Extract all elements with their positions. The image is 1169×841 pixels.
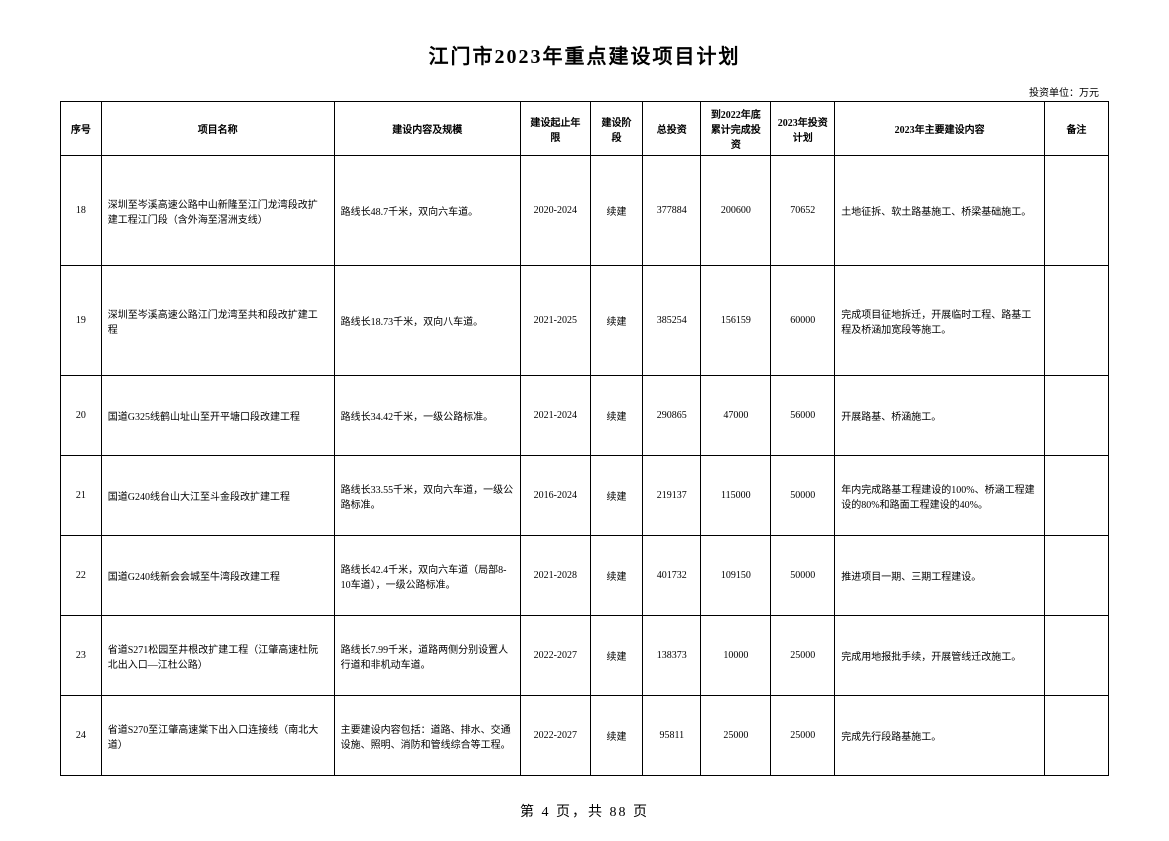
cell-content: 路线长7.99千米，道路两侧分别设置人行道和非机动车道。 — [334, 616, 520, 696]
header-remark: 备注 — [1044, 102, 1108, 156]
cell-remark — [1044, 156, 1108, 266]
table-row: 19深圳至岑溪高速公路江门龙湾至共和段改扩建工程路线长18.73千米，双向八车道… — [61, 266, 1109, 376]
cell-name: 深圳至岑溪高速公路中山新隆至江门龙湾段改扩建工程江门段（含外海至滘洲支线） — [101, 156, 334, 266]
cell-main: 开展路基、桥涵施工。 — [835, 376, 1045, 456]
header-plan: 2023年投资计划 — [771, 102, 835, 156]
cell-main: 完成用地报批手续，开展管线迁改施工。 — [835, 616, 1045, 696]
cell-name: 国道G240线新会会城至牛湾段改建工程 — [101, 536, 334, 616]
header-seq: 序号 — [61, 102, 102, 156]
cell-seq: 22 — [61, 536, 102, 616]
cell-completed: 25000 — [701, 696, 771, 776]
cell-stage: 续建 — [590, 456, 642, 536]
cell-main: 推进项目一期、三期工程建设。 — [835, 536, 1045, 616]
cell-content: 路线长42.4千米，双向六车道（局部8-10车道），一级公路标准。 — [334, 536, 520, 616]
projects-table: 序号 项目名称 建设内容及规模 建设起止年限 建设阶段 总投资 到2022年底累… — [60, 101, 1109, 776]
header-total: 总投资 — [643, 102, 701, 156]
page-container: 江门市2023年重点建设项目计划 投资单位：万元 序号 项目名称 建设内容及规模… — [0, 0, 1169, 841]
header-main: 2023年主要建设内容 — [835, 102, 1045, 156]
pager: 第 4 页，共 88 页 — [60, 801, 1109, 821]
cell-completed: 47000 — [701, 376, 771, 456]
cell-completed: 115000 — [701, 456, 771, 536]
cell-remark — [1044, 616, 1108, 696]
cell-name: 深圳至岑溪高速公路江门龙湾至共和段改扩建工程 — [101, 266, 334, 376]
table-header-row: 序号 项目名称 建设内容及规模 建设起止年限 建设阶段 总投资 到2022年底累… — [61, 102, 1109, 156]
cell-name: 省道S271松园至井根改扩建工程（江肇高速杜阮北出入口—江杜公路） — [101, 616, 334, 696]
cell-completed: 200600 — [701, 156, 771, 266]
cell-total: 95811 — [643, 696, 701, 776]
cell-completed: 156159 — [701, 266, 771, 376]
cell-main: 完成先行段路基施工。 — [835, 696, 1045, 776]
header-period: 建设起止年限 — [520, 102, 590, 156]
cell-plan: 50000 — [771, 536, 835, 616]
cell-remark — [1044, 266, 1108, 376]
unit-label: 投资单位：万元 — [60, 84, 1109, 99]
page-title: 江门市2023年重点建设项目计划 — [60, 40, 1109, 69]
cell-stage: 续建 — [590, 536, 642, 616]
cell-total: 219137 — [643, 456, 701, 536]
cell-main: 完成项目征地拆迁，开展临时工程、路基工程及桥涵加宽段等施工。 — [835, 266, 1045, 376]
cell-period: 2021-2024 — [520, 376, 590, 456]
cell-content: 路线长48.7千米，双向六车道。 — [334, 156, 520, 266]
cell-remark — [1044, 376, 1108, 456]
header-name: 项目名称 — [101, 102, 334, 156]
cell-seq: 18 — [61, 156, 102, 266]
cell-seq: 23 — [61, 616, 102, 696]
cell-plan: 50000 — [771, 456, 835, 536]
cell-plan: 70652 — [771, 156, 835, 266]
cell-plan: 60000 — [771, 266, 835, 376]
cell-content: 主要建设内容包括：道路、排水、交通设施、照明、消防和管线综合等工程。 — [334, 696, 520, 776]
cell-period: 2020-2024 — [520, 156, 590, 266]
cell-content: 路线长18.73千米，双向八车道。 — [334, 266, 520, 376]
cell-period: 2021-2025 — [520, 266, 590, 376]
cell-plan: 25000 — [771, 696, 835, 776]
cell-total: 401732 — [643, 536, 701, 616]
header-completed: 到2022年底累计完成投资 — [701, 102, 771, 156]
cell-total: 385254 — [643, 266, 701, 376]
cell-total: 377884 — [643, 156, 701, 266]
table-row: 20国道G325线鹤山址山至开平塘口段改建工程路线长34.42千米，一级公路标准… — [61, 376, 1109, 456]
cell-content: 路线长33.55千米，双向六车道，一级公路标准。 — [334, 456, 520, 536]
table-body: 18深圳至岑溪高速公路中山新隆至江门龙湾段改扩建工程江门段（含外海至滘洲支线）路… — [61, 156, 1109, 776]
table-row: 23省道S271松园至井根改扩建工程（江肇高速杜阮北出入口—江杜公路）路线长7.… — [61, 616, 1109, 696]
cell-seq: 24 — [61, 696, 102, 776]
cell-stage: 续建 — [590, 696, 642, 776]
cell-completed: 109150 — [701, 536, 771, 616]
cell-period: 2016-2024 — [520, 456, 590, 536]
table-row: 18深圳至岑溪高速公路中山新隆至江门龙湾段改扩建工程江门段（含外海至滘洲支线）路… — [61, 156, 1109, 266]
cell-period: 2021-2028 — [520, 536, 590, 616]
cell-seq: 19 — [61, 266, 102, 376]
cell-name: 省道S270至江肇高速棠下出入口连接线（南北大道） — [101, 696, 334, 776]
header-stage: 建设阶段 — [590, 102, 642, 156]
cell-content: 路线长34.42千米，一级公路标准。 — [334, 376, 520, 456]
cell-period: 2022-2027 — [520, 616, 590, 696]
header-content: 建设内容及规模 — [334, 102, 520, 156]
cell-total: 138373 — [643, 616, 701, 696]
cell-total: 290865 — [643, 376, 701, 456]
cell-remark — [1044, 696, 1108, 776]
cell-completed: 10000 — [701, 616, 771, 696]
cell-remark — [1044, 536, 1108, 616]
cell-remark — [1044, 456, 1108, 536]
table-row: 21国道G240线台山大江至斗金段改扩建工程路线长33.55千米，双向六车道，一… — [61, 456, 1109, 536]
cell-main: 年内完成路基工程建设的100%、桥涵工程建设的80%和路面工程建设的40%。 — [835, 456, 1045, 536]
cell-main: 土地征拆、软土路基施工、桥梁基础施工。 — [835, 156, 1045, 266]
cell-plan: 56000 — [771, 376, 835, 456]
cell-name: 国道G325线鹤山址山至开平塘口段改建工程 — [101, 376, 334, 456]
cell-stage: 续建 — [590, 616, 642, 696]
cell-seq: 21 — [61, 456, 102, 536]
cell-period: 2022-2027 — [520, 696, 590, 776]
table-row: 24省道S270至江肇高速棠下出入口连接线（南北大道）主要建设内容包括：道路、排… — [61, 696, 1109, 776]
table-row: 22国道G240线新会会城至牛湾段改建工程路线长42.4千米，双向六车道（局部8… — [61, 536, 1109, 616]
cell-name: 国道G240线台山大江至斗金段改扩建工程 — [101, 456, 334, 536]
cell-stage: 续建 — [590, 156, 642, 266]
cell-seq: 20 — [61, 376, 102, 456]
cell-stage: 续建 — [590, 376, 642, 456]
cell-stage: 续建 — [590, 266, 642, 376]
cell-plan: 25000 — [771, 616, 835, 696]
